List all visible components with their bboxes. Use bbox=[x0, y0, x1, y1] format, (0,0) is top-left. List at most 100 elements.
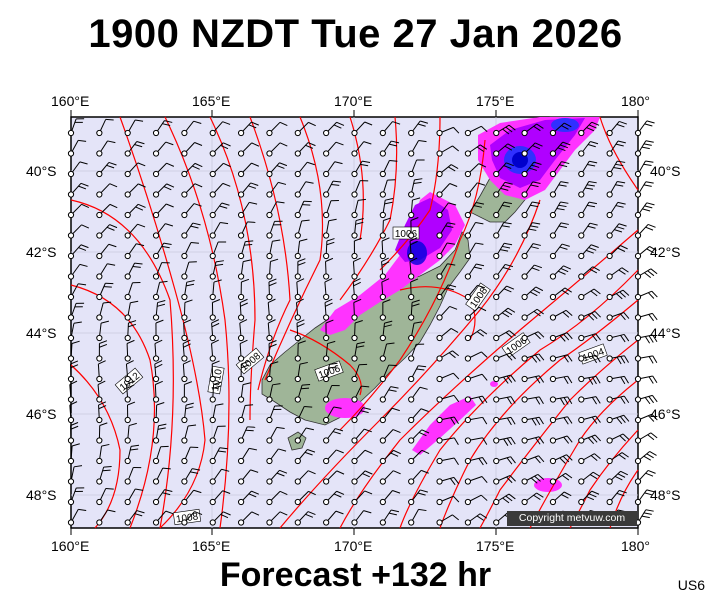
lon-label-bottom: 165°E bbox=[192, 538, 231, 554]
wind-barb bbox=[266, 490, 288, 506]
wind-barb bbox=[152, 360, 163, 383]
wind-barb bbox=[323, 238, 335, 260]
wind-barb bbox=[96, 203, 118, 219]
wind-barb bbox=[124, 262, 143, 280]
lat-label-right: 40°S bbox=[650, 163, 681, 179]
wind-barb bbox=[209, 490, 231, 506]
wind-barb bbox=[436, 328, 459, 342]
wind-barb bbox=[294, 200, 312, 219]
wind-barb bbox=[266, 340, 277, 362]
wind-barb bbox=[549, 243, 570, 260]
wind-barb bbox=[238, 278, 250, 301]
wind-barb bbox=[379, 490, 401, 506]
wind-barb bbox=[521, 201, 541, 219]
wind-barb bbox=[323, 141, 344, 157]
wind-barb bbox=[294, 258, 306, 280]
wind-barb bbox=[124, 162, 146, 178]
wind-barb bbox=[96, 263, 116, 280]
wind-barb bbox=[266, 162, 288, 178]
wind-barb bbox=[549, 416, 573, 425]
forecast-label: Forecast +132 hr bbox=[219, 556, 492, 594]
wind-barb bbox=[578, 222, 598, 239]
wind-barb bbox=[124, 380, 135, 403]
wind-barb bbox=[152, 223, 174, 239]
wind-barb bbox=[464, 163, 487, 178]
wind-barb bbox=[124, 203, 146, 219]
wind-barb bbox=[549, 454, 573, 465]
wind-barb bbox=[606, 289, 630, 301]
wind-barb bbox=[436, 350, 460, 362]
wind-barb bbox=[209, 339, 219, 362]
wind-barb bbox=[634, 432, 658, 444]
wind-barb bbox=[521, 375, 545, 384]
wind-barb bbox=[521, 142, 543, 157]
wind-barb bbox=[152, 402, 165, 424]
wind-barb bbox=[209, 241, 227, 260]
wind-barb bbox=[493, 242, 513, 260]
wind-barb bbox=[549, 222, 569, 239]
wind-barb bbox=[493, 201, 512, 219]
wind-barb bbox=[521, 308, 544, 321]
wind-barb bbox=[578, 244, 599, 260]
wind-barb bbox=[549, 181, 569, 198]
wind-barb bbox=[436, 372, 460, 383]
wind-barb bbox=[379, 198, 394, 219]
wind-barb bbox=[379, 257, 390, 280]
wind-barb bbox=[493, 352, 516, 362]
wind-barb bbox=[266, 298, 276, 321]
wind-barb bbox=[549, 287, 572, 301]
wind-barb bbox=[408, 197, 421, 219]
wind-barb bbox=[67, 360, 79, 383]
wind-barb bbox=[266, 121, 288, 137]
wind-barb bbox=[67, 182, 89, 198]
wind-barb bbox=[493, 285, 515, 301]
wind-barb bbox=[266, 448, 287, 465]
wind-barb bbox=[408, 365, 427, 383]
wind-barb bbox=[266, 239, 281, 260]
wind-barb bbox=[521, 455, 545, 465]
wind-barb bbox=[436, 305, 458, 321]
lat-label-right: 48°S bbox=[650, 487, 681, 503]
wind-barb bbox=[96, 422, 108, 444]
wind-barb bbox=[606, 395, 630, 404]
wind-barb bbox=[67, 422, 79, 444]
wind-barb bbox=[436, 222, 456, 239]
wind-barb bbox=[351, 428, 372, 444]
wind-barb bbox=[606, 245, 628, 260]
wind-barb bbox=[238, 142, 260, 157]
wind-barb bbox=[408, 508, 427, 526]
wind-barb bbox=[323, 218, 337, 239]
wind-barb bbox=[634, 223, 656, 239]
wind-barb bbox=[493, 436, 516, 446]
wind-barb bbox=[294, 161, 315, 178]
wind-barb bbox=[67, 118, 85, 137]
isobars bbox=[70, 116, 639, 529]
model-code: US6 bbox=[677, 577, 705, 593]
lon-label-top: 165°E bbox=[192, 93, 231, 109]
wind-barb bbox=[181, 402, 194, 424]
wind-barb bbox=[67, 380, 78, 403]
wind-barb bbox=[408, 343, 425, 362]
wind-barb bbox=[351, 490, 373, 506]
wind-barb bbox=[521, 473, 545, 485]
wind-barb bbox=[266, 258, 279, 280]
wind-barb bbox=[493, 181, 513, 198]
wind-barb bbox=[67, 161, 88, 178]
wind-barb bbox=[124, 467, 142, 485]
wind-barb bbox=[96, 118, 114, 137]
lat-label-left: 46°S bbox=[26, 406, 57, 422]
wind-barb bbox=[379, 299, 391, 321]
wind-barb bbox=[606, 433, 630, 444]
wind-barb bbox=[408, 469, 429, 485]
wind-barb bbox=[379, 407, 400, 424]
wind-barb bbox=[379, 509, 400, 526]
wind-barb bbox=[351, 385, 370, 403]
wind-barb bbox=[238, 426, 256, 444]
wind-barb bbox=[294, 490, 316, 506]
wind-barb bbox=[464, 373, 488, 383]
wind-barb bbox=[124, 444, 140, 465]
lat-label-left: 44°S bbox=[26, 325, 57, 341]
wind-barb bbox=[266, 361, 279, 383]
wind-barb bbox=[464, 144, 488, 157]
wind-barb bbox=[152, 489, 173, 506]
